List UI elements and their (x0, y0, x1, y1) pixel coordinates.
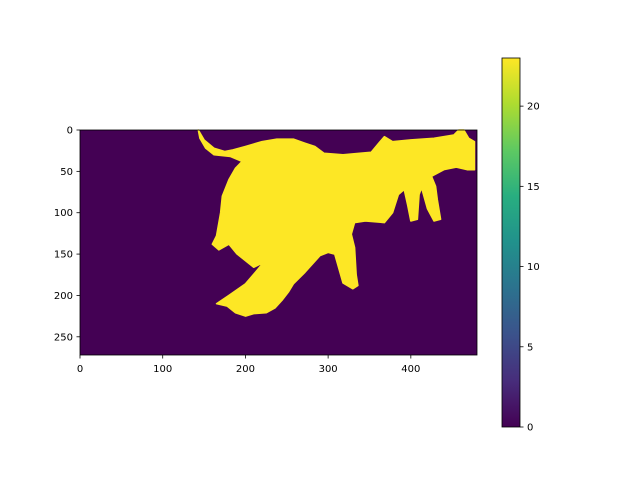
x-tick-label: 300 (319, 364, 338, 375)
y-tick-label: 50 (60, 167, 73, 178)
y-tick-label: 150 (54, 250, 73, 261)
y-tick-label: 0 (67, 126, 73, 137)
plot-area (79, 129, 478, 356)
x-tick-label: 400 (401, 364, 420, 375)
x-tick-label: 100 (153, 364, 172, 375)
colorbar-tick-label: 20 (527, 102, 540, 113)
y-tick-label: 250 (54, 332, 73, 343)
heatmap-region-0 (197, 129, 476, 317)
y-tick-label: 100 (54, 208, 73, 219)
colorbar-gradient (502, 58, 520, 427)
colorbar: 0 5 10 15 20 (501, 57, 540, 434)
colorbar-tick-label: 15 (527, 182, 540, 193)
x-axis: 0 100 200 300 400 (77, 355, 420, 375)
x-tick-label: 200 (236, 364, 255, 375)
y-axis: 0 50 100 150 200 250 (54, 126, 80, 343)
colorbar-tick-label: 0 (527, 423, 533, 434)
colorbar-frame (501, 57, 521, 428)
y-tick-label: 200 (54, 291, 73, 302)
colorbar-tick-label: 5 (527, 342, 533, 353)
colorbar-tick-label: 10 (527, 262, 540, 273)
x-tick-label: 0 (77, 364, 83, 375)
plot-frame (79, 129, 478, 356)
